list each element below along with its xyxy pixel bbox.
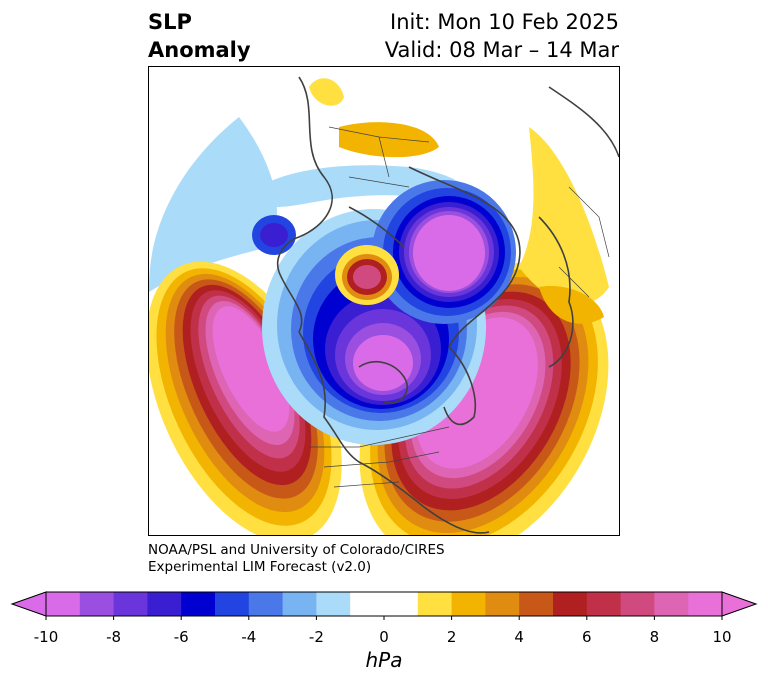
colorbar-cell xyxy=(553,592,588,616)
pos-patch-east-2 xyxy=(539,286,604,324)
colorbar-cell xyxy=(46,592,81,616)
neg-light-band-west xyxy=(149,117,278,292)
title-line-1: SLP xyxy=(148,10,192,34)
colorbar-tick-label: 2 xyxy=(446,628,457,646)
colorbar-cell xyxy=(79,592,115,616)
coastlines xyxy=(277,76,619,534)
credit-line-1: NOAA/PSL and University of Colorado/CIRE… xyxy=(148,542,445,558)
colorbar-cell xyxy=(181,592,216,616)
pos-center-alaska xyxy=(335,245,399,305)
colorbar-tick-label: -10 xyxy=(33,628,59,646)
credit-text: NOAA/PSL and University of Colorado/CIRE… xyxy=(148,542,445,576)
pos-patch-east xyxy=(519,127,609,305)
colorbar-cell xyxy=(350,592,385,616)
colorbar-cell xyxy=(147,592,182,616)
colorbar-tick-label: 6 xyxy=(582,628,592,646)
colorbar-cell xyxy=(113,592,148,616)
neg-center-arctic-siberia xyxy=(372,180,516,324)
colorbar-cell xyxy=(215,592,250,616)
colorbar-tick-label: -8 xyxy=(106,628,122,646)
colorbar-tick-label: -4 xyxy=(241,628,257,646)
colorbar-tick-label: -2 xyxy=(308,628,324,646)
colorbar-cell xyxy=(519,592,554,616)
credit-line-2: Experimental LIM Forecast (v2.0) xyxy=(148,559,372,575)
colorbar-cell xyxy=(417,592,453,616)
colorbar-tick-label: 0 xyxy=(379,628,389,646)
colorbar-tick-label: 8 xyxy=(649,628,660,646)
colorbar-cell xyxy=(316,592,351,616)
forecast-dates: Init: Mon 10 Feb 2025 Valid: 08 Mar – 14… xyxy=(385,8,619,64)
colorbar-cell xyxy=(620,592,655,616)
colorbar-cell xyxy=(586,592,622,616)
valid-date-label: Valid: 08 Mar – 14 Mar xyxy=(384,38,619,62)
title-line-2: Anomaly xyxy=(148,38,251,62)
colorbar-cell xyxy=(282,592,317,616)
map-title: SLP Anomaly xyxy=(148,8,251,64)
colorbar xyxy=(10,591,758,620)
colorbar-tick-label: 10 xyxy=(712,628,732,646)
pos-patch-north-2 xyxy=(339,122,439,158)
colorbar-cell xyxy=(654,592,689,616)
neg-center-bering xyxy=(252,215,296,255)
colorbar-right-arrow xyxy=(721,591,758,617)
borders xyxy=(309,126,610,488)
colorbar-cell xyxy=(688,592,723,616)
colorbar-ticks xyxy=(45,616,723,620)
colorbar-tick-label: 4 xyxy=(514,628,524,646)
colorbar-cell xyxy=(451,592,486,616)
colorbar-cell xyxy=(485,592,520,616)
map-panel xyxy=(148,66,620,536)
colorbar-tick-label: -6 xyxy=(173,628,189,646)
colorbar-left-arrow xyxy=(10,591,47,617)
init-date-label: Init: Mon 10 Feb 2025 xyxy=(390,10,619,34)
pos-patch-north xyxy=(309,78,344,106)
colorbar-unit: hPa xyxy=(365,648,403,672)
slp-anomaly-map xyxy=(149,76,619,535)
colorbar-cell xyxy=(248,592,284,616)
colorbar-cells xyxy=(46,592,723,616)
colorbar-cell xyxy=(384,592,419,616)
neg-light-band-north xyxy=(244,165,489,217)
